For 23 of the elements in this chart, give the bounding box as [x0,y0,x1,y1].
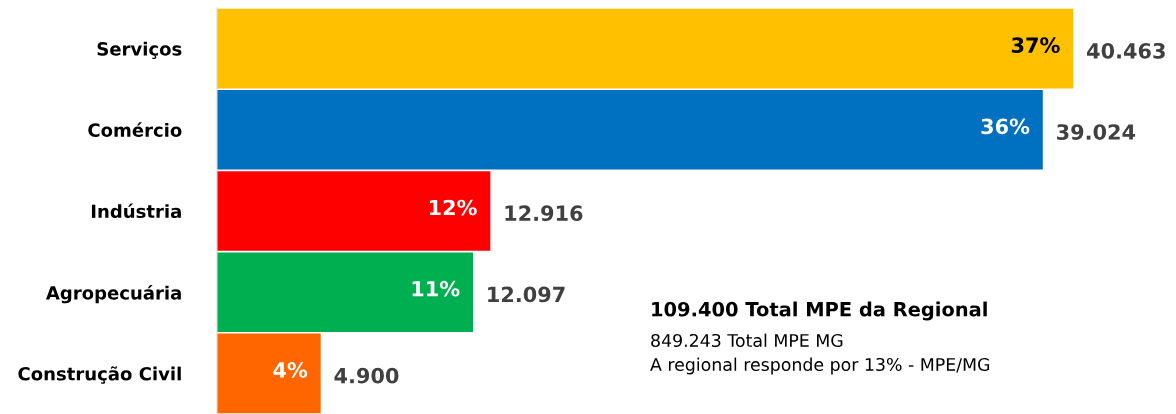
data-label: 4.900 [334,367,399,384]
data-label: 12.916 [505,205,583,222]
annotation: 37% [1011,37,1060,54]
data-label: 40.463 [1087,42,1165,59]
bar [217,90,1043,170]
annotation: 36% [981,118,1030,135]
bar [217,333,321,414]
y-tick-label: Construção Civil [18,366,181,384]
annotation: A regional responde por 13% - MPE/MG [650,357,990,375]
annotation: 11% [412,280,460,297]
annotation: 109.400 Total MPE da Regional [652,301,987,321]
data-label: 12.097 [488,286,565,303]
y-tick-label: Serviços [97,41,182,59]
data-label: 39.024 [1057,124,1136,140]
bar [217,8,1074,89]
y-tick-label: Comércio [88,122,182,137]
annotation: 4% [273,362,308,378]
y-tick-label: Agropecuária [45,284,181,304]
annotation: 12% [429,199,477,216]
y-tick-label: Indústria [91,203,181,219]
bar [217,171,491,251]
bar [217,252,473,332]
annotation: 849.243 Total MPE MG [651,333,843,348]
